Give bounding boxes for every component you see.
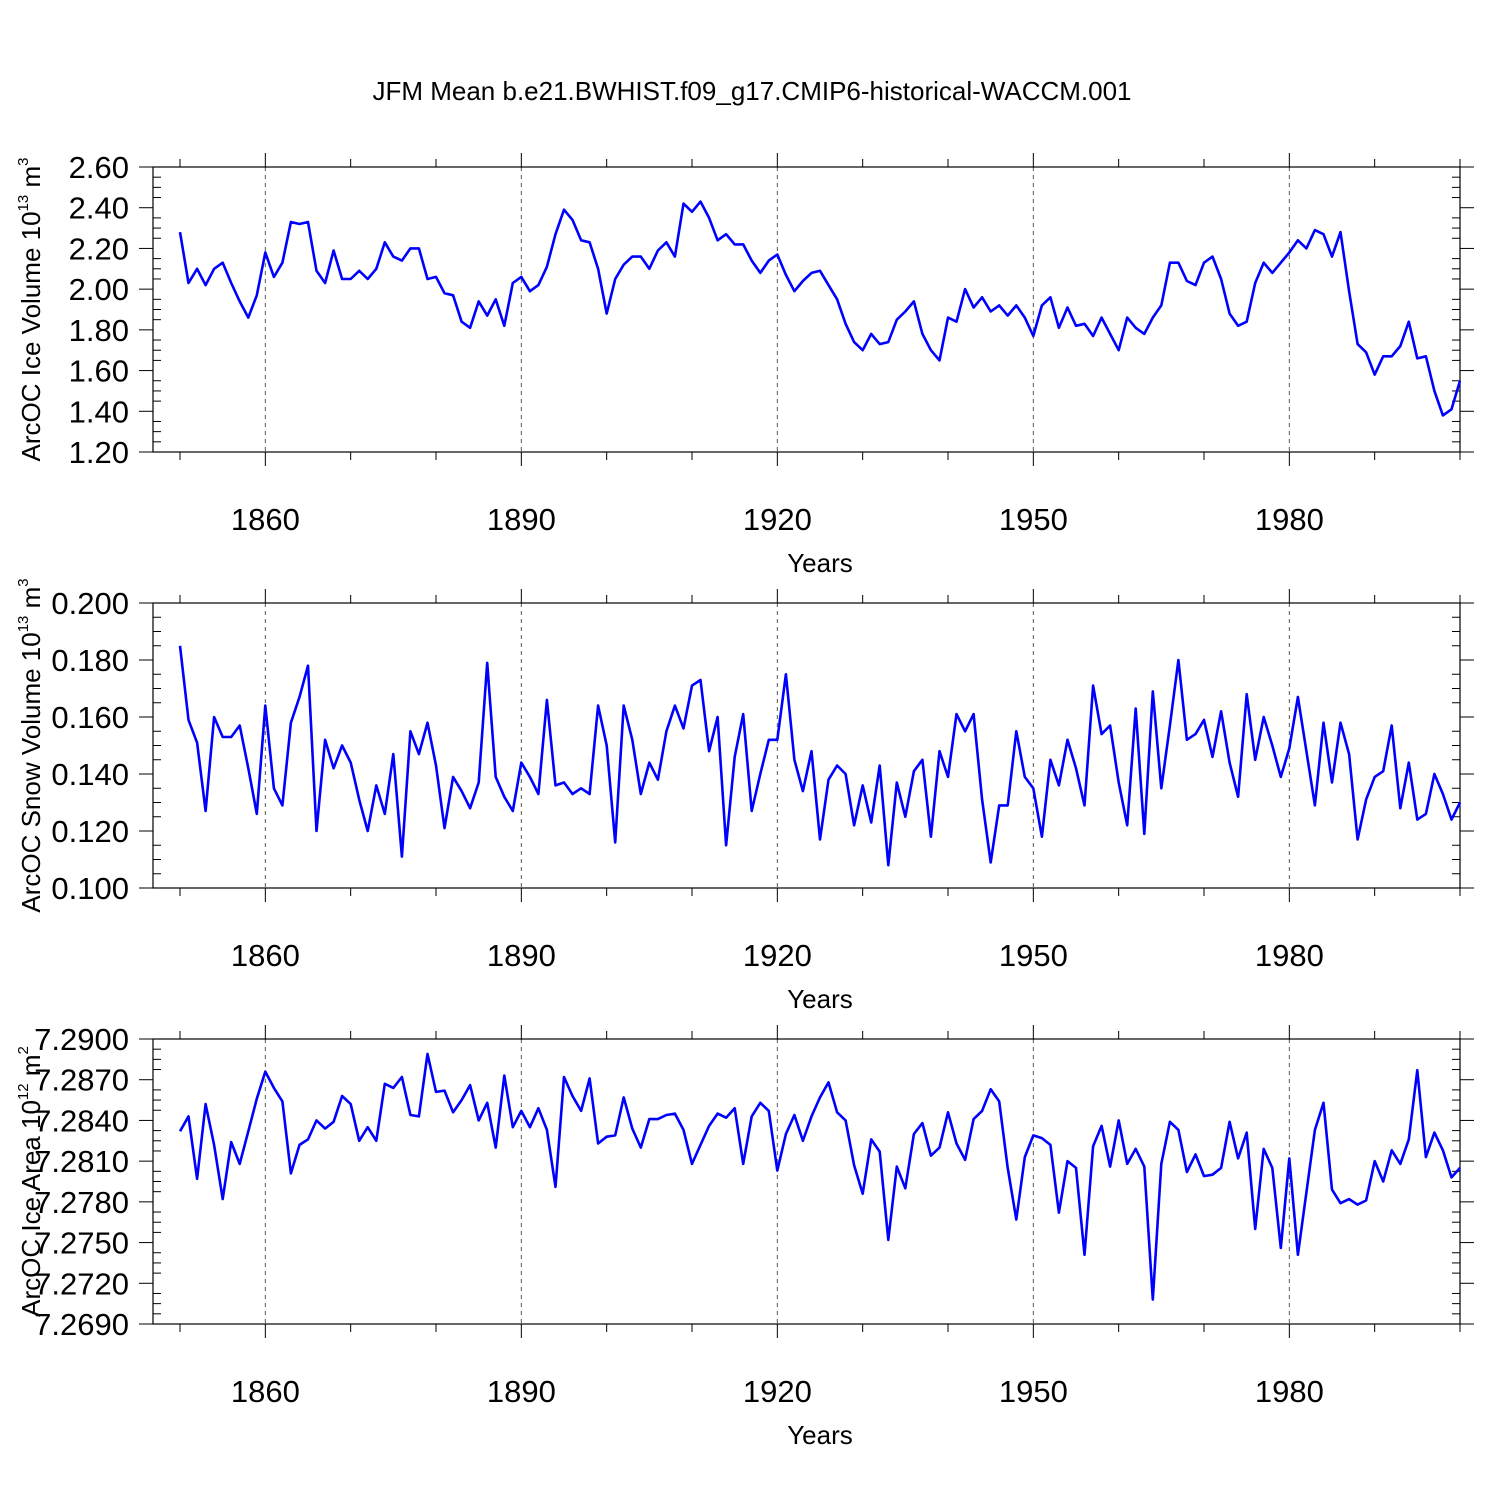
y-tick-label: 2.60: [69, 150, 129, 185]
y-tick-label: 7.2840: [34, 1103, 129, 1138]
y-tick-label: 7.2720: [34, 1266, 129, 1301]
y-tick-label: 0.140: [51, 757, 129, 792]
x-tick-label: 1980: [1255, 502, 1324, 537]
plot-frame: [152, 166, 1461, 453]
x-tick-label: 1920: [743, 502, 812, 537]
y-tick-label: 0.160: [51, 700, 129, 735]
y-axis-label: ArcOC Snow Volume 1013 m3: [15, 578, 46, 912]
y-tick-label: 2.00: [69, 272, 129, 307]
x-tick-label: 1950: [999, 502, 1068, 537]
y-axis-label: ArcOC Ice Area 1012 m2: [15, 1046, 46, 1317]
chart-panel-3: 7.2690 7.2720 7.2750 7.2780 7.2810 7.2840 7.28…: [15, 1022, 1474, 1450]
y-axis-label: ArcOC Ice Volume 1013 m3: [15, 158, 46, 462]
series-line: [178, 1052, 1461, 1301]
y-tick-label: 1.40: [69, 394, 129, 429]
x-tick-label: 1950: [999, 938, 1068, 973]
x-tick-label: 1890: [487, 938, 556, 973]
y-tick-label: 2.20: [69, 231, 129, 266]
y-tick-label: 7.2870: [34, 1063, 129, 1098]
x-tick-label: 1860: [231, 938, 300, 973]
y-tick-label: 1.80: [69, 313, 129, 348]
y-tick-label: 0.100: [51, 871, 129, 906]
y-tick-label: 7.2900: [34, 1022, 129, 1057]
series-line: [178, 645, 1462, 867]
x-tick-label: 1860: [231, 502, 300, 537]
y-tick-label: 0.200: [51, 586, 129, 621]
x-tick-label: 1950: [999, 1374, 1068, 1409]
y-tick-label: 7.2780: [34, 1185, 129, 1220]
x-axis-label: Years: [787, 984, 853, 1014]
x-tick-label: 1890: [487, 502, 556, 537]
x-tick-label: 1860: [231, 1374, 300, 1409]
x-axis-label: Years: [787, 548, 853, 578]
series-line: [178, 200, 1462, 417]
y-tick-label: 7.2810: [34, 1144, 129, 1179]
y-tick-label: 0.180: [51, 643, 129, 678]
x-axis-label: Years: [787, 1420, 853, 1450]
y-tick-label: 7.2750: [34, 1226, 129, 1261]
plot-frame: [152, 602, 1461, 889]
chart-panels: 1.20 1.40 1.60 1.80 2.00 2.20 2.40 2.60 1860 1890…: [15, 150, 1474, 1450]
chart-title: JFM Mean b.e21.BWHIST.f09_g17.CMIP6-hist…: [372, 76, 1131, 106]
chart-panel-1: 1.20 1.40 1.60 1.80 2.00 2.20 2.40 2.60 1860 1890…: [15, 150, 1474, 578]
y-tick-label: 0.120: [51, 814, 129, 849]
plot-frame: [152, 1038, 1461, 1325]
y-tick-label: 7.2690: [34, 1307, 129, 1342]
x-tick-label: 1980: [1255, 938, 1324, 973]
x-tick-label: 1920: [743, 938, 812, 973]
y-tick-label: 2.40: [69, 191, 129, 226]
y-tick-label: 1.60: [69, 354, 129, 389]
y-tick-label: 1.20: [69, 435, 129, 470]
x-tick-label: 1920: [743, 1374, 812, 1409]
chart-panel-2: 0.100 0.120 0.140 0.160 0.180 0.200 1860 1890 19…: [15, 578, 1474, 1014]
x-tick-label: 1980: [1255, 1374, 1324, 1409]
x-tick-label: 1890: [487, 1374, 556, 1409]
